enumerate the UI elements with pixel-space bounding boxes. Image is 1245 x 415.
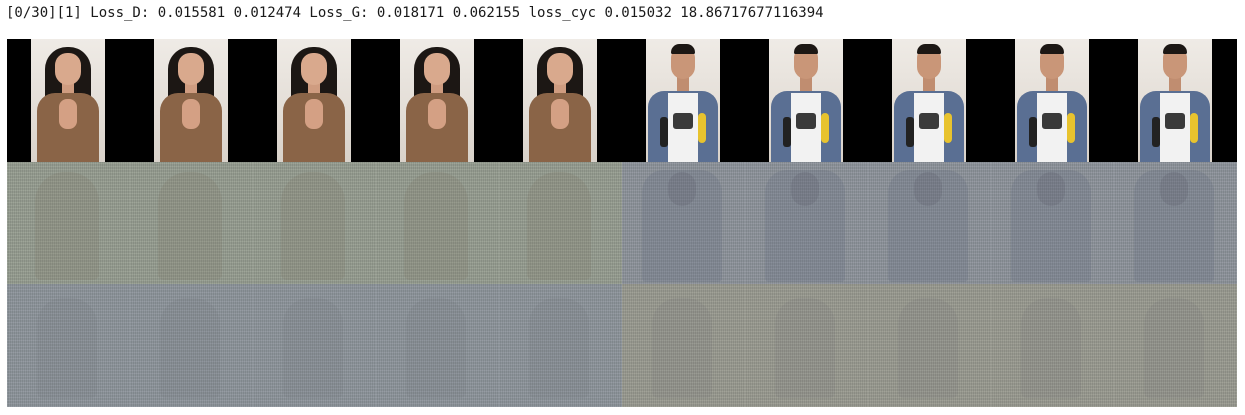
reconstructed-frame-tile [499, 284, 622, 407]
reconstructed-frame-tile [868, 284, 991, 407]
real-frame-tile [376, 39, 499, 162]
generated-frame-tile [499, 161, 622, 285]
reconstructed-frame-tile [991, 284, 1114, 407]
generated-frame-tile [253, 161, 376, 285]
generated-frame-tile [7, 161, 130, 285]
real-frame-tile [7, 39, 130, 162]
real-frame-tile [499, 39, 622, 162]
real-frame-tile [253, 39, 376, 162]
real-frame-tile [991, 39, 1114, 162]
reconstructed-frame-tile [7, 284, 130, 407]
generated-frame-tile [991, 161, 1114, 285]
generated-frame-tile [868, 161, 991, 285]
real-frame-tile [1114, 39, 1237, 162]
sample-image-grid [7, 39, 1237, 407]
training-log-line: [0/30][1] Loss_D: 0.015581 0.012474 Loss… [6, 5, 824, 21]
reconstructed-frame-tile [253, 284, 376, 407]
reconstructed-frame-tile [376, 284, 499, 407]
generated-frame-tile [1114, 161, 1237, 285]
reconstructed-frame-tile [1114, 284, 1237, 407]
reconstructed-frame-tile [622, 284, 745, 407]
real-frame-tile [130, 39, 253, 162]
generated-frame-tile [622, 161, 745, 285]
generated-frame-tile [130, 161, 253, 285]
reconstructed-frame-tile [745, 284, 868, 407]
reconstructed-frame-tile [130, 284, 253, 407]
generated-frame-tile [745, 161, 868, 285]
real-frame-tile [745, 39, 868, 162]
real-frame-tile [622, 39, 745, 162]
real-frame-tile [868, 39, 991, 162]
generated-frame-tile [376, 161, 499, 285]
